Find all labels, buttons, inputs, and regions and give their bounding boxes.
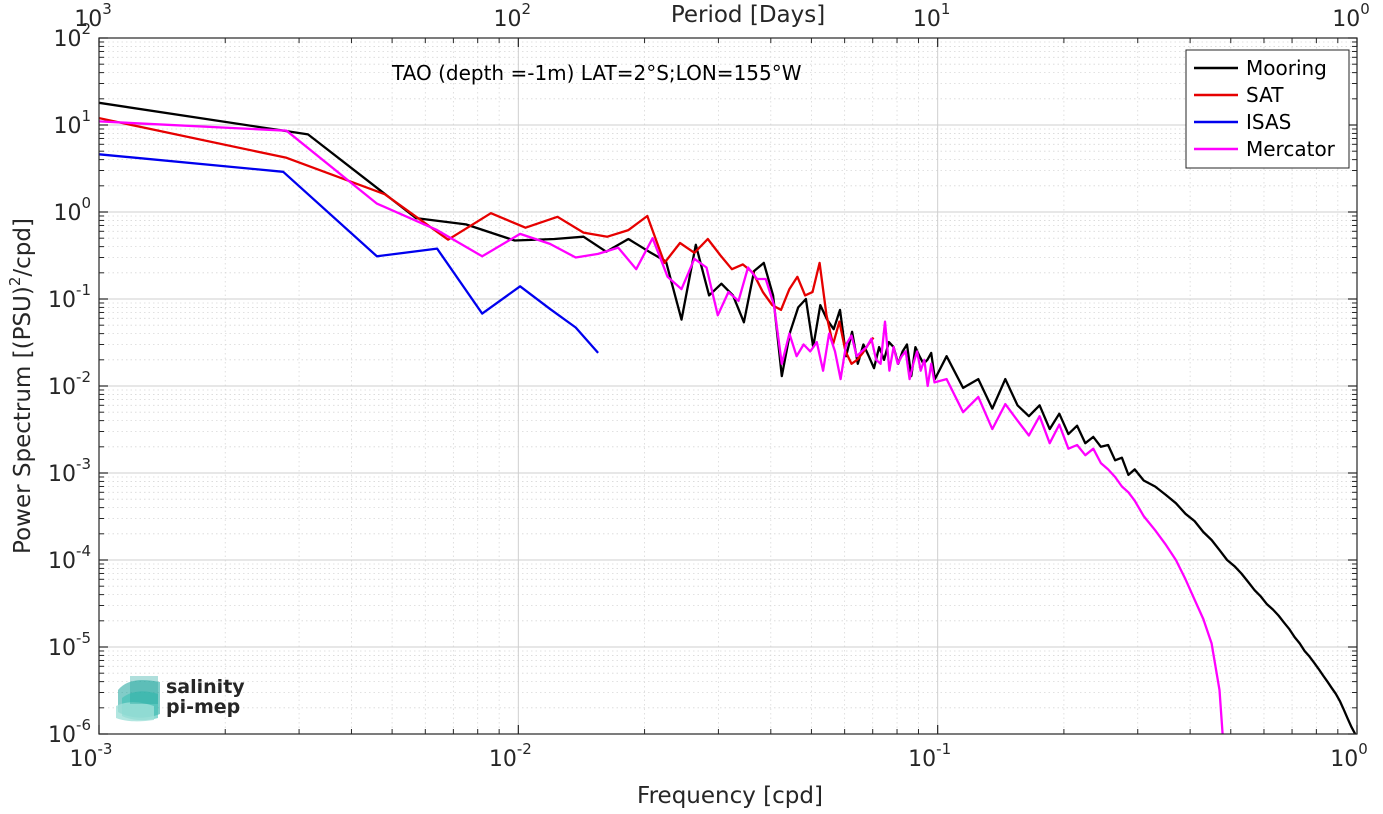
top-tick-exponent: 0 bbox=[1360, 0, 1370, 18]
y-tick-label: 100 bbox=[53, 194, 91, 226]
y-tick-label: 10-2 bbox=[48, 368, 91, 400]
y-tick-base: 10 bbox=[48, 723, 76, 748]
y-axis-title: Power Spectrum [(PSU)2/cpd] bbox=[6, 218, 36, 554]
logo-text-line1: salinity bbox=[166, 676, 245, 698]
y-tick-base: 10 bbox=[48, 462, 76, 487]
x-tick-label: 10-1 bbox=[908, 740, 951, 772]
y-axis-title-main: Power Spectrum [(PSU) bbox=[10, 286, 36, 554]
top-tick-exponent: 1 bbox=[941, 0, 951, 18]
y-tick-exponent: -2 bbox=[76, 368, 91, 386]
y-tick-base: 10 bbox=[48, 288, 76, 313]
y-tick-exponent: 0 bbox=[81, 194, 91, 212]
series-line-mercator bbox=[99, 120, 1224, 734]
legend-label-mooring: Mooring bbox=[1246, 56, 1327, 80]
y-tick-base: 10 bbox=[53, 27, 81, 52]
x-tick-exponent: 0 bbox=[1358, 740, 1368, 758]
x-tick-exponent: -3 bbox=[98, 740, 113, 758]
y-tick-base: 10 bbox=[53, 201, 81, 226]
top-tick-base: 10 bbox=[74, 7, 102, 32]
y-tick-label: 10-5 bbox=[48, 629, 91, 661]
y-tick-label: 10-4 bbox=[48, 542, 91, 574]
y-tick-exponent: -3 bbox=[76, 455, 91, 473]
y-tick-exponent: 1 bbox=[81, 107, 91, 125]
logo-text-line2: pi-mep bbox=[166, 696, 240, 718]
top-tick-label: 102 bbox=[494, 0, 532, 32]
y-tick-label: 102 bbox=[53, 20, 91, 52]
top-tick-exponent: 3 bbox=[102, 0, 112, 18]
major-grid bbox=[98, 37, 1358, 735]
top-tick-label: 101 bbox=[913, 0, 951, 32]
top-axis-title: Period [Days] bbox=[671, 2, 825, 28]
y-tick-exponent: 2 bbox=[81, 20, 91, 38]
y-tick-label: 10-3 bbox=[48, 455, 91, 487]
top-tick-label: 100 bbox=[1332, 0, 1370, 32]
x-tick-exponent: -1 bbox=[936, 740, 951, 758]
y-tick-base: 10 bbox=[48, 636, 76, 661]
y-tick-label: 10-1 bbox=[48, 281, 91, 313]
x-tick-exponent: -2 bbox=[517, 740, 532, 758]
x-tick-base: 10 bbox=[70, 747, 98, 772]
y-tick-label: 101 bbox=[53, 107, 91, 139]
legend-label-sat: SAT bbox=[1246, 83, 1284, 107]
x-axis-title: Frequency [cpd] bbox=[637, 783, 823, 809]
y-axis-title-tail: /cpd] bbox=[10, 218, 36, 277]
y-tick-exponent: -6 bbox=[76, 716, 91, 734]
top-tick-label: 103 bbox=[74, 0, 112, 32]
legend-label-mercator: Mercator bbox=[1246, 137, 1336, 161]
top-tick-base: 10 bbox=[494, 7, 522, 32]
top-tick-exponent: 2 bbox=[522, 0, 532, 18]
series-layer bbox=[99, 101, 1357, 734]
legend: Mooring SAT ISAS Mercator bbox=[1185, 49, 1350, 169]
x-tick-label: 100 bbox=[1330, 740, 1368, 772]
top-tick-base: 10 bbox=[1332, 7, 1360, 32]
chart-annotation: TAO (depth =-1m) LAT=2°S;LON=155°W bbox=[391, 61, 802, 85]
y-tick-base: 10 bbox=[48, 375, 76, 400]
x-tick-label: 10-2 bbox=[489, 740, 532, 772]
legend-label-isas: ISAS bbox=[1246, 110, 1291, 134]
y-tick-label: 10-6 bbox=[48, 716, 91, 748]
series-line-sat bbox=[99, 116, 875, 365]
x-tick-label: 10-3 bbox=[70, 740, 113, 772]
logo-wave-icon bbox=[116, 676, 160, 722]
series-line-isas bbox=[99, 153, 599, 354]
y-tick-exponent: -5 bbox=[76, 629, 91, 647]
series-line-mooring bbox=[99, 101, 1357, 734]
y-tick-base: 10 bbox=[53, 114, 81, 139]
y-tick-exponent: -4 bbox=[76, 542, 91, 560]
salinity-pi-mep-logo: salinity pi-mep bbox=[116, 676, 245, 722]
y-tick-exponent: -1 bbox=[76, 281, 91, 299]
y-tick-base: 10 bbox=[48, 549, 76, 574]
x-tick-base: 10 bbox=[1330, 747, 1358, 772]
x-tick-base: 10 bbox=[489, 747, 517, 772]
top-tick-base: 10 bbox=[913, 7, 941, 32]
x-tick-base: 10 bbox=[908, 747, 936, 772]
y-axis-title-sup: 2 bbox=[6, 277, 24, 287]
